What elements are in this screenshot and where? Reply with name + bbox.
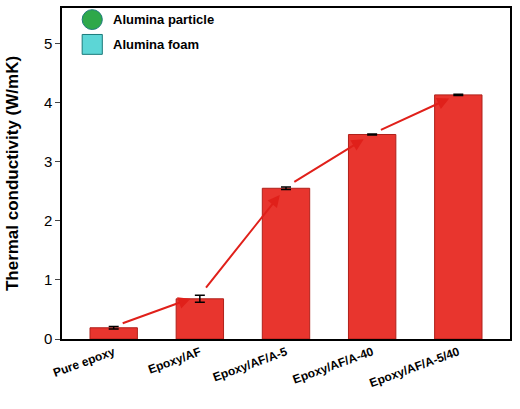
svg-text:Alumina particle: Alumina particle — [113, 12, 214, 27]
svg-text:Epoxy/AF/A-40: Epoxy/AF/A-40 — [291, 344, 376, 386]
svg-text:1: 1 — [44, 271, 52, 288]
svg-text:Thermal conductivity (W/mK): Thermal conductivity (W/mK) — [3, 56, 22, 291]
svg-text:Pure epoxy: Pure epoxy — [51, 344, 117, 379]
svg-text:Alumina foam: Alumina foam — [113, 37, 199, 52]
svg-text:4: 4 — [44, 94, 52, 111]
svg-text:Epoxy/AF/A-5: Epoxy/AF/A-5 — [211, 344, 289, 384]
svg-text:2: 2 — [44, 212, 52, 229]
svg-text:Epoxy/AF: Epoxy/AF — [146, 344, 203, 376]
svg-text:0: 0 — [44, 330, 52, 347]
svg-text:5: 5 — [44, 35, 52, 52]
svg-text:Epoxy/AF/A-5/40: Epoxy/AF/A-5/40 — [368, 344, 462, 390]
svg-text:3: 3 — [44, 153, 52, 170]
